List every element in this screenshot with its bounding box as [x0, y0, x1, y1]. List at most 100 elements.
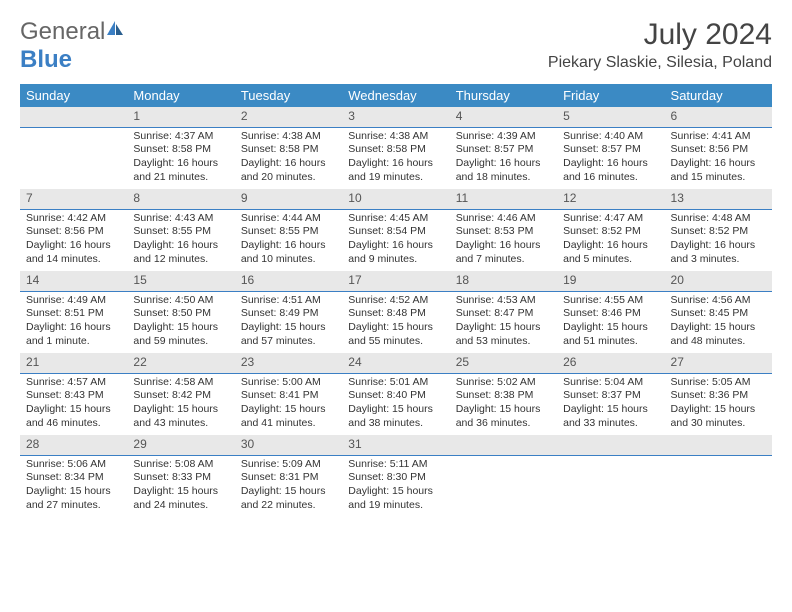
- sunset-line: Sunset: 8:30 PM: [348, 471, 443, 485]
- day-number: 3: [342, 107, 449, 128]
- calendar-day: 15Sunrise: 4:50 AMSunset: 8:50 PMDayligh…: [127, 271, 234, 353]
- sunset-line: Sunset: 8:53 PM: [456, 225, 551, 239]
- calendar-day: 5Sunrise: 4:40 AMSunset: 8:57 PMDaylight…: [557, 107, 664, 189]
- sunrise-line: Sunrise: 4:38 AM: [241, 130, 336, 144]
- day-number: 18: [450, 271, 557, 292]
- day-content: Sunrise: 4:38 AMSunset: 8:58 PMDaylight:…: [235, 128, 342, 189]
- day-content: Sunrise: 4:52 AMSunset: 8:48 PMDaylight:…: [342, 292, 449, 353]
- day-number: 28: [20, 435, 127, 456]
- sunrise-line: Sunrise: 4:44 AM: [241, 212, 336, 226]
- calendar-day: 16Sunrise: 4:51 AMSunset: 8:49 PMDayligh…: [235, 271, 342, 353]
- sunset-line: Sunset: 8:45 PM: [671, 307, 766, 321]
- daylight-line: Daylight: 15 hours and 55 minutes.: [348, 321, 443, 348]
- sunset-line: Sunset: 8:55 PM: [133, 225, 228, 239]
- calendar-day: 8Sunrise: 4:43 AMSunset: 8:55 PMDaylight…: [127, 189, 234, 271]
- daylight-line: Daylight: 15 hours and 24 minutes.: [133, 485, 228, 512]
- sunset-line: Sunset: 8:54 PM: [348, 225, 443, 239]
- title-block: July 2024 Piekary Slaskie, Silesia, Pola…: [548, 18, 772, 72]
- calendar-row: 14Sunrise: 4:49 AMSunset: 8:51 PMDayligh…: [20, 271, 772, 353]
- calendar-day: 2Sunrise: 4:38 AMSunset: 8:58 PMDaylight…: [235, 107, 342, 189]
- day-content: Sunrise: 5:05 AMSunset: 8:36 PMDaylight:…: [665, 374, 772, 435]
- sunset-line: Sunset: 8:43 PM: [26, 389, 121, 403]
- sunset-line: Sunset: 8:50 PM: [133, 307, 228, 321]
- dayofweek-header: Wednesday: [342, 84, 449, 107]
- daylight-line: Daylight: 16 hours and 16 minutes.: [563, 157, 658, 184]
- dayofweek-header: Saturday: [665, 84, 772, 107]
- daylight-line: Daylight: 16 hours and 7 minutes.: [456, 239, 551, 266]
- daylight-line: Daylight: 15 hours and 30 minutes.: [671, 403, 766, 430]
- day-number: 11: [450, 189, 557, 210]
- calendar-row: 1Sunrise: 4:37 AMSunset: 8:58 PMDaylight…: [20, 107, 772, 189]
- sunrise-line: Sunrise: 4:52 AM: [348, 294, 443, 308]
- sunrise-line: Sunrise: 4:39 AM: [456, 130, 551, 144]
- sunset-line: Sunset: 8:57 PM: [456, 143, 551, 157]
- logo: General Blue: [20, 18, 125, 74]
- calendar-day: 14Sunrise: 4:49 AMSunset: 8:51 PMDayligh…: [20, 271, 127, 353]
- calendar-day: 30Sunrise: 5:09 AMSunset: 8:31 PMDayligh…: [235, 435, 342, 517]
- sunset-line: Sunset: 8:58 PM: [241, 143, 336, 157]
- day-number: 14: [20, 271, 127, 292]
- day-content: Sunrise: 5:01 AMSunset: 8:40 PMDaylight:…: [342, 374, 449, 435]
- location: Piekary Slaskie, Silesia, Poland: [548, 54, 772, 72]
- calendar-day: 3Sunrise: 4:38 AMSunset: 8:58 PMDaylight…: [342, 107, 449, 189]
- sunrise-line: Sunrise: 4:51 AM: [241, 294, 336, 308]
- sunset-line: Sunset: 8:40 PM: [348, 389, 443, 403]
- calendar-day: 19Sunrise: 4:55 AMSunset: 8:46 PMDayligh…: [557, 271, 664, 353]
- daylight-line: Daylight: 15 hours and 46 minutes.: [26, 403, 121, 430]
- day-number: 31: [342, 435, 449, 456]
- calendar-row: 28Sunrise: 5:06 AMSunset: 8:34 PMDayligh…: [20, 435, 772, 517]
- calendar-day: 7Sunrise: 4:42 AMSunset: 8:56 PMDaylight…: [20, 189, 127, 271]
- calendar-day: 24Sunrise: 5:01 AMSunset: 8:40 PMDayligh…: [342, 353, 449, 435]
- day-number: 13: [665, 189, 772, 210]
- daylight-line: Daylight: 16 hours and 19 minutes.: [348, 157, 443, 184]
- daylight-line: Daylight: 16 hours and 5 minutes.: [563, 239, 658, 266]
- day-content: Sunrise: 5:09 AMSunset: 8:31 PMDaylight:…: [235, 456, 342, 517]
- daylight-line: Daylight: 15 hours and 19 minutes.: [348, 485, 443, 512]
- sunrise-line: Sunrise: 4:56 AM: [671, 294, 766, 308]
- day-content: Sunrise: 4:44 AMSunset: 8:55 PMDaylight:…: [235, 210, 342, 271]
- day-number: 25: [450, 353, 557, 374]
- calendar-day: 22Sunrise: 4:58 AMSunset: 8:42 PMDayligh…: [127, 353, 234, 435]
- daylight-line: Daylight: 16 hours and 18 minutes.: [456, 157, 551, 184]
- calendar-day: 18Sunrise: 4:53 AMSunset: 8:47 PMDayligh…: [450, 271, 557, 353]
- calendar-day: 21Sunrise: 4:57 AMSunset: 8:43 PMDayligh…: [20, 353, 127, 435]
- day-number: 19: [557, 271, 664, 292]
- calendar-day: 12Sunrise: 4:47 AMSunset: 8:52 PMDayligh…: [557, 189, 664, 271]
- day-content: Sunrise: 4:37 AMSunset: 8:58 PMDaylight:…: [127, 128, 234, 189]
- logo-sail-icon: [105, 19, 125, 39]
- day-number: 5: [557, 107, 664, 128]
- day-content: Sunrise: 4:48 AMSunset: 8:52 PMDaylight:…: [665, 210, 772, 271]
- calendar-day: 27Sunrise: 5:05 AMSunset: 8:36 PMDayligh…: [665, 353, 772, 435]
- day-number: 6: [665, 107, 772, 128]
- sunset-line: Sunset: 8:52 PM: [671, 225, 766, 239]
- day-number: 4: [450, 107, 557, 128]
- day-content: Sunrise: 4:57 AMSunset: 8:43 PMDaylight:…: [20, 374, 127, 435]
- calendar-empty: [665, 435, 772, 517]
- daylight-line: Daylight: 15 hours and 48 minutes.: [671, 321, 766, 348]
- day-content: Sunrise: 4:53 AMSunset: 8:47 PMDaylight:…: [450, 292, 557, 353]
- day-content: Sunrise: 5:11 AMSunset: 8:30 PMDaylight:…: [342, 456, 449, 517]
- calendar-empty: [20, 107, 127, 189]
- daylight-line: Daylight: 15 hours and 36 minutes.: [456, 403, 551, 430]
- daylight-line: Daylight: 15 hours and 33 minutes.: [563, 403, 658, 430]
- sunset-line: Sunset: 8:58 PM: [348, 143, 443, 157]
- day-content: Sunrise: 4:50 AMSunset: 8:50 PMDaylight:…: [127, 292, 234, 353]
- calendar-day: 10Sunrise: 4:45 AMSunset: 8:54 PMDayligh…: [342, 189, 449, 271]
- calendar-day: 6Sunrise: 4:41 AMSunset: 8:56 PMDaylight…: [665, 107, 772, 189]
- dayofweek-header: Tuesday: [235, 84, 342, 107]
- day-content: Sunrise: 4:42 AMSunset: 8:56 PMDaylight:…: [20, 210, 127, 271]
- day-content: Sunrise: 4:41 AMSunset: 8:56 PMDaylight:…: [665, 128, 772, 189]
- sunrise-line: Sunrise: 4:53 AM: [456, 294, 551, 308]
- day-number: 2: [235, 107, 342, 128]
- day-content: Sunrise: 4:46 AMSunset: 8:53 PMDaylight:…: [450, 210, 557, 271]
- day-number: 27: [665, 353, 772, 374]
- daylight-line: Daylight: 15 hours and 53 minutes.: [456, 321, 551, 348]
- daylight-line: Daylight: 15 hours and 41 minutes.: [241, 403, 336, 430]
- sunset-line: Sunset: 8:33 PM: [133, 471, 228, 485]
- dayofweek-row: SundayMondayTuesdayWednesdayThursdayFrid…: [20, 84, 772, 107]
- sunset-line: Sunset: 8:42 PM: [133, 389, 228, 403]
- day-number: 17: [342, 271, 449, 292]
- day-content: Sunrise: 5:00 AMSunset: 8:41 PMDaylight:…: [235, 374, 342, 435]
- calendar-day: 20Sunrise: 4:56 AMSunset: 8:45 PMDayligh…: [665, 271, 772, 353]
- sunrise-line: Sunrise: 4:48 AM: [671, 212, 766, 226]
